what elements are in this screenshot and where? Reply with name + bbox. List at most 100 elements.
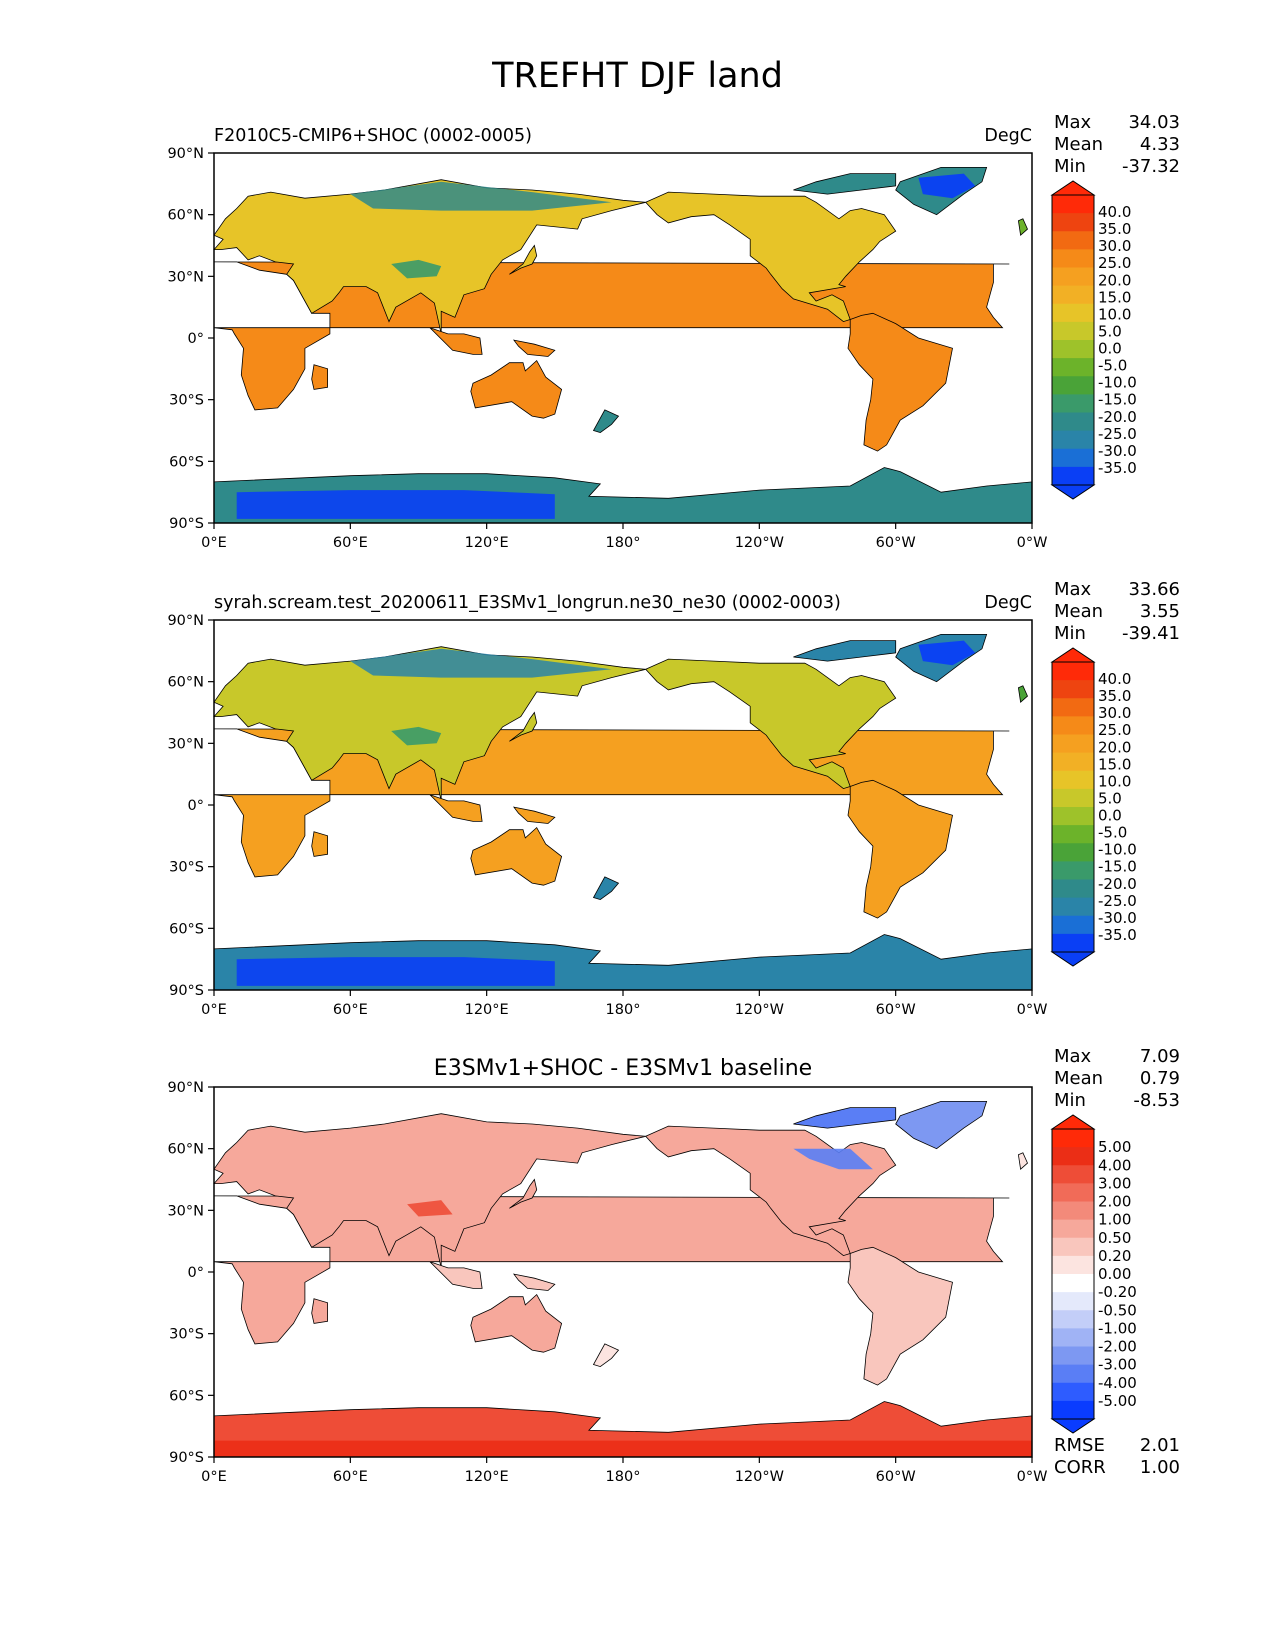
colorbar-tick-label: -15.0 [1098, 858, 1137, 876]
lat-tick-label: 0° [188, 1265, 204, 1281]
colorbar-tick-label: 30.0 [1098, 704, 1131, 722]
lat-tick-label: 60°N [167, 1142, 204, 1158]
lat-tick-label: 90°N [167, 613, 204, 629]
colorbar-tick-label: 3.00 [1098, 1174, 1131, 1192]
colorbar-segment [1052, 1400, 1094, 1420]
colorbar-tick-label: 25.0 [1098, 721, 1131, 739]
panel-model: 90°N 60°N 30°N 0° 30°S 60°S 90°S 0°E 60°E 120°E 18… [167, 112, 1180, 551]
colorbar-segment [1052, 430, 1094, 450]
colorbar-segment [1052, 1274, 1094, 1293]
colorbar-frame [1051, 1128, 1095, 1420]
colorbar-segment [1052, 1147, 1094, 1166]
colorbar-segment [1052, 1292, 1094, 1311]
stat-label: Min [1054, 156, 1086, 177]
stat-value-min: -8.53 [1133, 1090, 1180, 1111]
colorbar-tick-label: -35.0 [1098, 926, 1137, 944]
colorbar-tick-label: 0.00 [1098, 1265, 1131, 1283]
colorbar-tick-label: -35.0 [1098, 459, 1137, 477]
land-australia [470, 1293, 563, 1353]
colorbar-segment [1052, 285, 1094, 305]
land-newGuinea [512, 1273, 556, 1291]
land-newGuinea [512, 339, 556, 357]
land-southAmerica [847, 779, 953, 919]
land-eurasia [213, 1113, 646, 1268]
lon-tick-label: 120°E [465, 1002, 509, 1018]
colorbar-segment [1052, 1201, 1094, 1221]
land-japan [509, 244, 538, 275]
colorbar-segment [1052, 1255, 1094, 1275]
lat-tick-label: 90°N [167, 146, 204, 162]
stat-label: Min [1054, 623, 1086, 644]
land-japan [509, 711, 538, 742]
colorbar-segment [1052, 195, 1094, 214]
lon-tick-label: 60°E [333, 1469, 368, 1485]
colorbar-segment [1052, 1219, 1094, 1239]
lon-tick-label: 120°W [735, 1002, 784, 1018]
land-canArctic [793, 1107, 897, 1129]
colorbar-segment [1052, 358, 1094, 377]
stat-value-max: 33.66 [1128, 579, 1180, 600]
colorbar-segment [1052, 376, 1094, 395]
lat-tick-label: 30°N [167, 269, 204, 285]
colorbar-extend-max [1050, 1114, 1096, 1130]
colorbar-tick-label: 35.0 [1098, 220, 1131, 238]
colorbar-segment [1052, 412, 1094, 432]
colorbar-segment [1052, 267, 1094, 287]
lon-tick-label: 120°E [465, 535, 509, 551]
cold-anomaly-region [793, 1148, 873, 1170]
colorbar-segment [1052, 1165, 1094, 1184]
land-madagascar [311, 1298, 329, 1324]
colorbar-tick-label: 4.00 [1098, 1156, 1131, 1174]
panel-units: DegC [984, 593, 1032, 613]
corr-value: 1.00 [1140, 1457, 1180, 1478]
land-canArctic [793, 173, 897, 195]
colorbar-tick-label: 35.0 [1098, 687, 1131, 705]
stat-label: Max [1054, 1046, 1092, 1067]
colorbar-tick-label: 5.0 [1098, 789, 1122, 807]
land-madagascar [311, 364, 329, 390]
land-britain [1017, 1152, 1028, 1170]
colorbar-tick-label: 15.0 [1098, 755, 1131, 773]
colorbar-tick-label: 10.0 [1098, 772, 1131, 790]
lon-tick-label: 0°W [1017, 535, 1048, 551]
colorbar-tick-label: -30.0 [1098, 442, 1137, 460]
lat-tick-label: 90°N [167, 1080, 204, 1096]
land-indonesia [429, 1261, 483, 1289]
lon-tick-label: 0°W [1017, 1469, 1048, 1485]
land-southAmerica [847, 312, 953, 452]
colorbar-tick-label: -30.0 [1098, 909, 1137, 927]
stat-value-mean: 0.79 [1140, 1068, 1180, 1089]
stat-value-mean: 3.55 [1140, 601, 1180, 622]
figure-title: TREFHT DJF land [492, 56, 783, 96]
colorbar-frame [1051, 194, 1095, 486]
colorbar-tick-label: 0.20 [1098, 1247, 1131, 1265]
panel-title: syrah.scream.test_20200611_E3SMv1_longru… [214, 593, 841, 613]
land-newGuinea [512, 806, 556, 824]
colorbar-extend-max [1050, 647, 1096, 663]
colorbar-segment [1052, 303, 1094, 323]
land-southAmerica [847, 1246, 953, 1386]
stat-value-min: -37.32 [1122, 156, 1180, 177]
colorbar-segment [1052, 680, 1094, 699]
colorbar-segment [1052, 340, 1094, 359]
lat-tick-label: 90°S [169, 983, 204, 999]
colorbar-segment [1052, 915, 1094, 935]
cold-antarctica-region [236, 957, 555, 986]
lat-tick-label: 30°S [169, 860, 204, 876]
colorbar-segment [1052, 770, 1094, 790]
land-eurasia [213, 179, 646, 334]
colorbar-tick-label: 0.0 [1098, 340, 1122, 358]
colorbar-tick-label: -20.0 [1098, 408, 1137, 426]
colorbar-segment [1052, 1237, 1094, 1257]
colorbar-segment [1052, 466, 1094, 486]
tibet-region [391, 259, 442, 279]
lon-tick-label: 0°E [201, 1002, 227, 1018]
colorbar-tick-label: -10.0 [1098, 841, 1137, 859]
lon-tick-label: 60°W [876, 535, 916, 551]
stat-label: Max [1054, 579, 1092, 600]
colorbar-tick-label: -25.0 [1098, 892, 1137, 910]
colorbar-tick-label: 20.0 [1098, 271, 1131, 289]
colorbar-segment [1052, 662, 1094, 681]
lon-tick-label: 120°W [735, 535, 784, 551]
lon-tick-label: 0°E [201, 535, 227, 551]
